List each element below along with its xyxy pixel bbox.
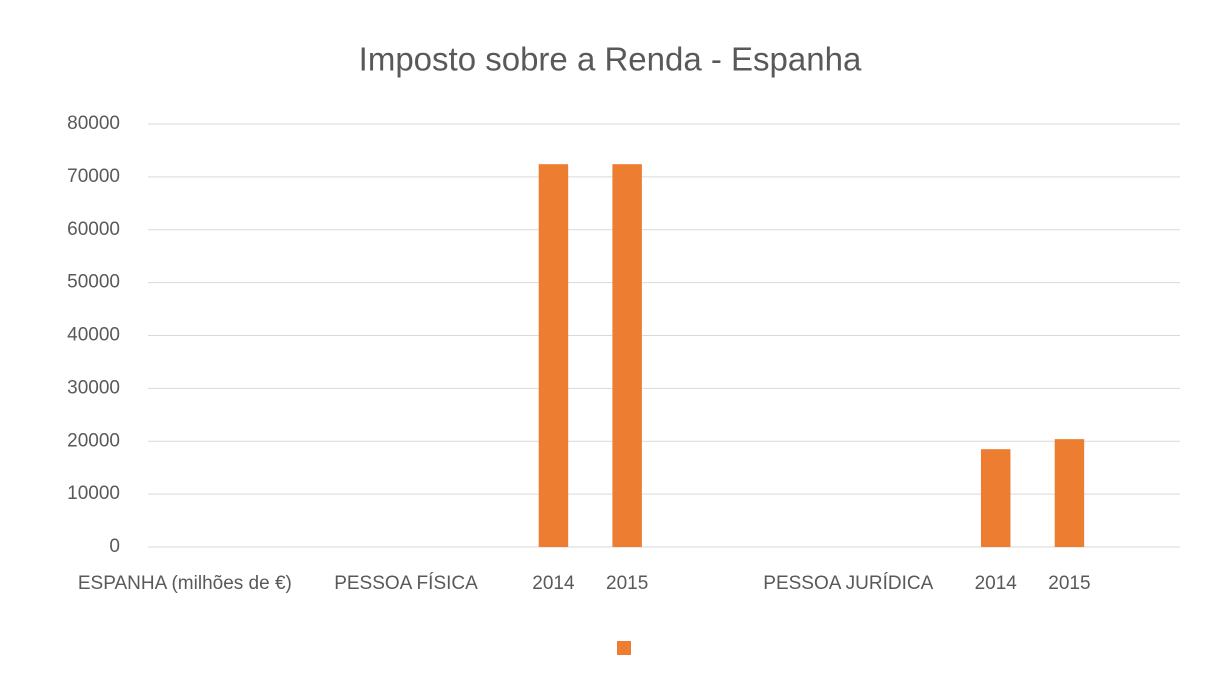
x-tick-label: 2015 bbox=[1048, 573, 1090, 594]
y-tick-label: 0 bbox=[109, 536, 120, 557]
legend-marker bbox=[617, 641, 631, 655]
bar bbox=[980, 449, 1011, 547]
y-tick-label: 80000 bbox=[67, 113, 120, 134]
x-tick-label: 2014 bbox=[975, 573, 1018, 594]
x-tick-label: PESSOA FÍSICA bbox=[334, 573, 478, 594]
x-tick-label: PESSOA JURÍDICA bbox=[763, 573, 933, 594]
y-tick-label: 50000 bbox=[67, 272, 120, 293]
bar bbox=[538, 164, 569, 547]
bar bbox=[1054, 439, 1085, 547]
y-tick-label: 60000 bbox=[67, 219, 120, 240]
y-tick-label: 30000 bbox=[67, 377, 120, 398]
y-tick-label: 10000 bbox=[67, 483, 120, 504]
x-tick-label: 2015 bbox=[606, 573, 648, 594]
chart-title: Imposto sobre a Renda - Espanha bbox=[359, 41, 862, 78]
bar bbox=[612, 164, 642, 547]
y-tick-label: 70000 bbox=[67, 166, 120, 187]
x-tick-label: 2014 bbox=[532, 573, 575, 594]
y-tick-label: 40000 bbox=[67, 325, 120, 346]
y-tick-label: 20000 bbox=[67, 430, 120, 451]
x-tick-label: ESPANHA (milhões de €) bbox=[78, 573, 292, 594]
